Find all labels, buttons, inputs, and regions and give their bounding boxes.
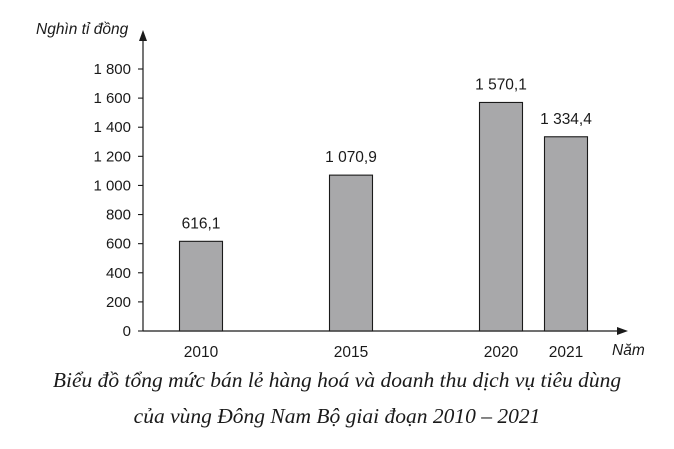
x-tick-label: 2015 — [334, 344, 368, 361]
x-tick-label: 2021 — [549, 344, 583, 361]
y-axis-label: Nghìn tỉ đồng — [36, 21, 129, 38]
bar-value-label: 1 334,4 — [540, 111, 592, 128]
bar-value-label: 1 070,9 — [325, 149, 377, 166]
y-tick-label: 1 200 — [93, 148, 131, 165]
bars: 616,1 2010 1 070,9 2015 1 570,1 2020 1 334,4 20… — [178, 76, 592, 361]
y-tick-label: 0 — [123, 323, 131, 340]
y-axis-arrow — [139, 30, 147, 41]
x-axis-arrow — [617, 327, 628, 335]
bar — [328, 174, 374, 332]
bar — [178, 240, 224, 332]
y-tick-label: 1 000 — [93, 177, 131, 194]
bar — [543, 136, 589, 332]
y-tick-label: 600 — [106, 236, 131, 253]
x-axis-label: Năm — [612, 342, 645, 359]
chart-caption-line-2: của vùng Đông Nam Bộ giai đoạn 2010 – 20… — [133, 404, 541, 428]
y-tick-label: 1 400 — [93, 119, 131, 136]
bar-value-label: 1 570,1 — [475, 76, 527, 93]
y-tick-label: 800 — [106, 207, 131, 224]
y-ticks: 0 200 400 600 800 1 000 1 200 1 400 1 600 1 800 — [93, 61, 143, 340]
y-tick-label: 200 — [106, 294, 131, 311]
chart-caption-line-1: Biểu đồ tổng mức bán lẻ hàng hoá và doan… — [52, 368, 622, 392]
bar-chart-svg: Nghìn tỉ đồng Năm 0 200 400 600 800 1 000 1 20… — [36, 21, 645, 361]
bar — [478, 101, 524, 332]
x-tick-label: 2020 — [484, 344, 519, 361]
chart: Nghìn tỉ đồng Năm 0 200 400 600 800 1 000 1 20… — [36, 21, 645, 361]
y-tick-label: 1 800 — [93, 61, 131, 78]
x-tick-label: 2010 — [184, 344, 219, 361]
bar-value-label: 616,1 — [182, 215, 221, 232]
y-tick-label: 400 — [106, 265, 131, 282]
y-tick-label: 1 600 — [93, 90, 131, 107]
